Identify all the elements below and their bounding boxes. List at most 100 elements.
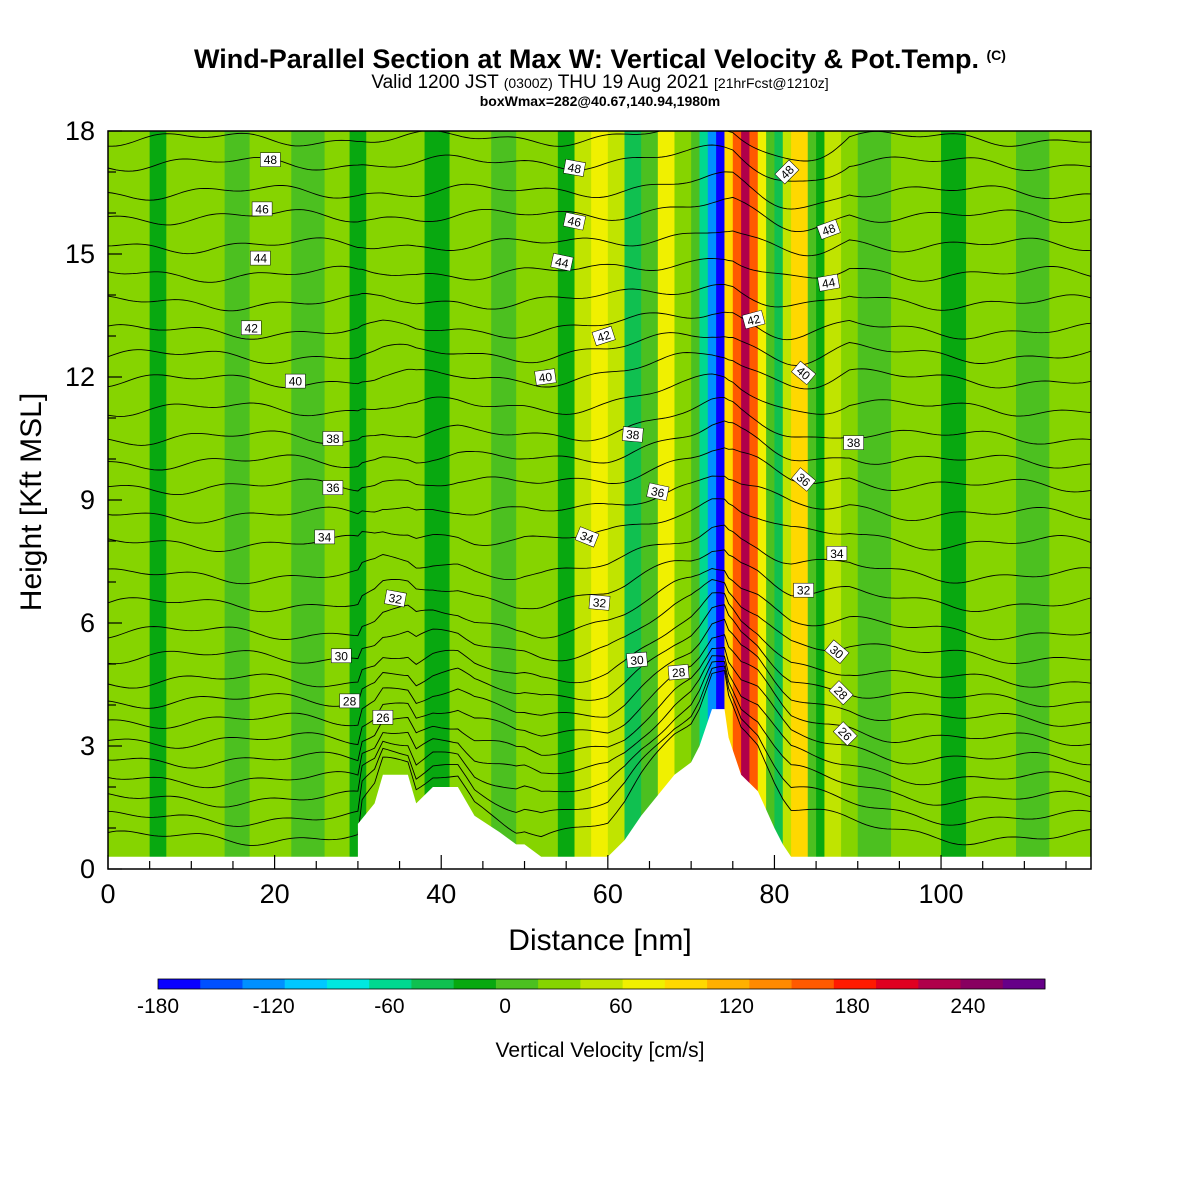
velocity-band-11 bbox=[491, 131, 517, 869]
isentrope-7 bbox=[108, 604, 1091, 709]
contour-label-text-0: 48 bbox=[264, 153, 278, 167]
chart-subtitle: Valid 1200 JST (0300Z) THU 19 Aug 2021 [… bbox=[0, 72, 1200, 94]
colorbar-swatch-2 bbox=[242, 979, 286, 989]
x-tick-label-5: 100 bbox=[919, 879, 964, 909]
contour-label-text-24: 48 bbox=[820, 221, 838, 239]
velocity-band-16 bbox=[607, 131, 626, 869]
colorbar-label-3: 0 bbox=[499, 995, 511, 1018]
isentrope-6 bbox=[108, 618, 1091, 729]
contour-label-box-33 bbox=[828, 680, 854, 706]
velocity-band-40 bbox=[941, 131, 967, 869]
contour-label-1: 46 bbox=[251, 201, 273, 216]
velocity-band-3 bbox=[224, 131, 251, 869]
contour-label-text-28: 38 bbox=[847, 436, 861, 450]
chart-title-main: Wind-Parallel Section at Max W: Vertical… bbox=[194, 44, 979, 74]
contour-label-28: 38 bbox=[843, 435, 864, 450]
colorbar-swatch-7 bbox=[453, 979, 497, 989]
colorbar-label-6: 180 bbox=[835, 995, 870, 1018]
velocity-band-24 bbox=[716, 131, 726, 869]
velocity-band-15 bbox=[591, 131, 609, 869]
contour-label-13: 46 bbox=[562, 211, 587, 231]
contour-label-box-19 bbox=[574, 526, 600, 548]
contour-label-30: 34 bbox=[826, 546, 848, 561]
x-tick-label-3: 60 bbox=[593, 879, 623, 909]
contour-label-31: 32 bbox=[793, 582, 814, 598]
isentrope-14 bbox=[108, 475, 1091, 524]
contour-label-20: 32 bbox=[588, 594, 611, 611]
contour-label-box-12 bbox=[563, 158, 586, 177]
contour-label-box-15 bbox=[591, 325, 616, 347]
contour-label-box-21 bbox=[626, 651, 648, 669]
velocity-band-33 bbox=[791, 131, 809, 869]
velocity-band-31 bbox=[774, 131, 784, 869]
y-tick-label-6: 18 bbox=[65, 116, 95, 146]
velocity-band-27 bbox=[741, 131, 751, 869]
x-tick-label-0: 0 bbox=[100, 879, 115, 909]
contour-label-text-3: 42 bbox=[245, 321, 259, 335]
contour-label-5: 38 bbox=[322, 431, 344, 446]
contour-label-box-32 bbox=[824, 639, 850, 664]
velocity-band-35 bbox=[816, 131, 826, 869]
colorbar-swatch-9 bbox=[538, 979, 581, 989]
contour-label-box-17 bbox=[621, 426, 644, 443]
velocity-band-34 bbox=[807, 131, 817, 869]
contour-label-box-23 bbox=[774, 159, 800, 185]
isentrope-9 bbox=[108, 579, 1091, 665]
colorbar-swatch-0 bbox=[158, 979, 201, 989]
contour-label-text-31: 32 bbox=[797, 584, 811, 598]
contour-label-box-24 bbox=[816, 219, 841, 240]
isentrope-22 bbox=[108, 284, 1091, 312]
isentrope-24 bbox=[108, 230, 1091, 257]
isentrope-4 bbox=[108, 647, 1091, 769]
isentrope-11 bbox=[108, 549, 1091, 613]
velocity-band-7 bbox=[349, 131, 367, 869]
colorbar-swatch-11 bbox=[622, 979, 666, 989]
colorbar-swatch-19 bbox=[960, 979, 1004, 989]
valid-prefix: Valid 1200 JST bbox=[371, 72, 499, 93]
velocity-band-9 bbox=[424, 131, 451, 869]
contour-label-box-5 bbox=[322, 431, 344, 446]
isentrope-8 bbox=[108, 592, 1091, 689]
y-axis-title: Height [Kft MSL] bbox=[15, 393, 48, 611]
contour-label-text-5: 38 bbox=[326, 432, 340, 446]
velocity-band-38 bbox=[857, 131, 892, 869]
y-tick-label-2: 6 bbox=[80, 608, 95, 638]
colorbar-label-7: 240 bbox=[950, 995, 985, 1018]
contour-label-text-12: 48 bbox=[567, 160, 583, 176]
isentrope-lines bbox=[108, 131, 1091, 846]
chart-title: Wind-Parallel Section at Max W: Vertical… bbox=[0, 44, 1200, 75]
contour-label-9: 30 bbox=[331, 648, 352, 664]
contour-label-32: 30 bbox=[824, 639, 850, 664]
velocity-band-21 bbox=[691, 131, 701, 869]
velocity-band-6 bbox=[324, 131, 351, 869]
contour-label-box-31 bbox=[793, 582, 814, 598]
velocity-band-20 bbox=[674, 131, 692, 869]
contour-label-box-9 bbox=[331, 648, 352, 664]
colorbar-swatch-13 bbox=[707, 979, 750, 989]
isentrope-5 bbox=[108, 634, 1091, 749]
contour-label-box-10 bbox=[339, 693, 360, 709]
contour-label-text-16: 40 bbox=[538, 370, 553, 386]
contour-label-27: 40 bbox=[791, 360, 817, 386]
contour-label-15: 42 bbox=[591, 325, 616, 347]
velocity-band-14 bbox=[574, 131, 592, 869]
box-info: boxWmax=282@40.67,140.94,1980m bbox=[479, 93, 721, 109]
isentrope-2 bbox=[108, 661, 1091, 808]
contour-label-11: 26 bbox=[372, 710, 394, 725]
contour-label-box-4 bbox=[285, 373, 306, 389]
contour-label-4: 40 bbox=[285, 373, 306, 389]
contour-label-box-20 bbox=[588, 594, 611, 611]
velocity-band-18 bbox=[641, 131, 659, 869]
contour-label-box-0 bbox=[260, 152, 281, 167]
contour-label-19: 34 bbox=[574, 526, 600, 548]
velocity-band-1 bbox=[149, 131, 167, 869]
contour-label-33: 28 bbox=[828, 680, 854, 706]
isentrope-21 bbox=[108, 311, 1091, 341]
velocity-band-13 bbox=[557, 131, 576, 869]
velocity-band-17 bbox=[624, 131, 642, 869]
isentrope-15 bbox=[108, 447, 1091, 496]
contour-label-12: 48 bbox=[563, 158, 586, 177]
colorbar-swatch-4 bbox=[326, 979, 370, 989]
